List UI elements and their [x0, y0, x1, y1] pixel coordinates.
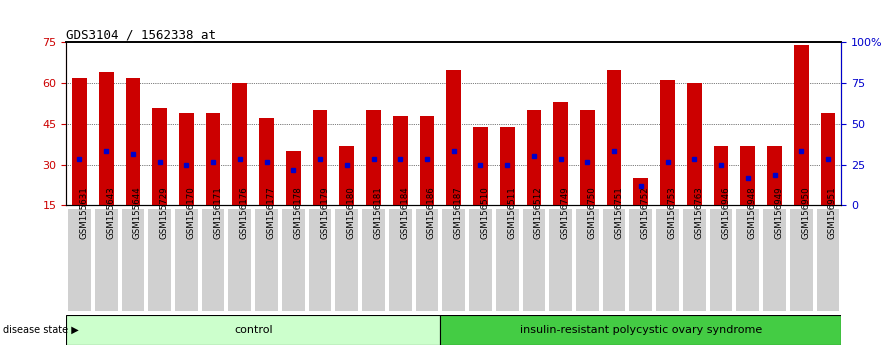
Bar: [740, 145, 755, 246]
Text: GSM156749: GSM156749: [560, 186, 570, 239]
FancyBboxPatch shape: [202, 209, 225, 311]
Text: GSM155729: GSM155729: [159, 186, 168, 239]
FancyBboxPatch shape: [469, 209, 492, 311]
Bar: [660, 80, 675, 246]
FancyBboxPatch shape: [790, 209, 812, 311]
Text: GSM156180: GSM156180: [347, 186, 356, 239]
Bar: [339, 145, 354, 246]
Bar: [152, 108, 167, 246]
FancyBboxPatch shape: [416, 209, 439, 311]
FancyBboxPatch shape: [496, 209, 519, 311]
Bar: [126, 78, 140, 246]
FancyBboxPatch shape: [68, 209, 91, 311]
FancyBboxPatch shape: [282, 209, 305, 311]
Text: GSM156752: GSM156752: [640, 186, 650, 239]
Bar: [72, 78, 87, 246]
FancyBboxPatch shape: [389, 209, 411, 311]
Bar: [66, 315, 440, 345]
Bar: [820, 113, 835, 246]
FancyBboxPatch shape: [763, 209, 786, 311]
FancyBboxPatch shape: [228, 209, 251, 311]
Text: GSM156763: GSM156763: [694, 186, 703, 239]
FancyBboxPatch shape: [148, 209, 171, 311]
FancyBboxPatch shape: [683, 209, 706, 311]
Bar: [206, 113, 220, 246]
Text: control: control: [233, 325, 272, 335]
FancyBboxPatch shape: [549, 209, 572, 311]
FancyBboxPatch shape: [630, 209, 652, 311]
Bar: [794, 45, 809, 246]
FancyBboxPatch shape: [737, 209, 759, 311]
Text: GSM156750: GSM156750: [588, 186, 596, 239]
Text: GSM156171: GSM156171: [213, 186, 222, 239]
Text: GSM156178: GSM156178: [293, 186, 302, 239]
Bar: [259, 119, 274, 246]
Bar: [580, 110, 595, 246]
FancyBboxPatch shape: [122, 209, 144, 311]
Text: GSM156948: GSM156948: [748, 186, 757, 239]
FancyBboxPatch shape: [95, 209, 117, 311]
Text: GSM156946: GSM156946: [721, 186, 730, 239]
Text: GSM156186: GSM156186: [427, 186, 436, 239]
Text: GSM156179: GSM156179: [320, 186, 329, 239]
Text: insulin-resistant polycystic ovary syndrome: insulin-resistant polycystic ovary syndr…: [520, 325, 762, 335]
Bar: [687, 83, 701, 246]
Text: GSM155644: GSM155644: [133, 186, 142, 239]
FancyBboxPatch shape: [710, 209, 732, 311]
FancyBboxPatch shape: [576, 209, 599, 311]
Text: GDS3104 / 1562338_at: GDS3104 / 1562338_at: [66, 28, 216, 41]
FancyBboxPatch shape: [656, 209, 679, 311]
Bar: [714, 145, 729, 246]
Bar: [527, 110, 541, 246]
Bar: [447, 70, 461, 246]
Bar: [500, 127, 515, 246]
Text: GSM156177: GSM156177: [267, 186, 276, 239]
Bar: [313, 110, 328, 246]
Text: GSM156951: GSM156951: [828, 186, 837, 239]
Bar: [233, 83, 248, 246]
Bar: [633, 178, 648, 246]
FancyBboxPatch shape: [336, 209, 359, 311]
Bar: [286, 151, 300, 246]
Bar: [767, 145, 781, 246]
Bar: [99, 72, 114, 246]
FancyBboxPatch shape: [522, 209, 545, 311]
Bar: [179, 113, 194, 246]
Text: GSM156510: GSM156510: [480, 186, 490, 239]
FancyBboxPatch shape: [175, 209, 197, 311]
Text: GSM156181: GSM156181: [374, 186, 382, 239]
Text: GSM156751: GSM156751: [614, 186, 623, 239]
FancyBboxPatch shape: [817, 209, 840, 311]
Text: GSM156187: GSM156187: [454, 186, 463, 239]
Bar: [607, 70, 621, 246]
Bar: [473, 127, 488, 246]
Text: GSM156753: GSM156753: [668, 186, 677, 239]
Text: GSM156512: GSM156512: [534, 186, 543, 239]
Text: disease state ▶: disease state ▶: [4, 325, 79, 335]
FancyBboxPatch shape: [308, 209, 331, 311]
FancyBboxPatch shape: [442, 209, 465, 311]
Text: GSM155631: GSM155631: [79, 186, 88, 239]
Text: GSM156170: GSM156170: [187, 186, 196, 239]
Bar: [366, 110, 381, 246]
Text: GSM156949: GSM156949: [774, 186, 783, 239]
Text: GSM156176: GSM156176: [240, 186, 248, 239]
Text: GSM156950: GSM156950: [801, 186, 811, 239]
FancyBboxPatch shape: [362, 209, 385, 311]
Bar: [440, 315, 841, 345]
Text: GSM156511: GSM156511: [507, 186, 516, 239]
FancyBboxPatch shape: [603, 209, 626, 311]
Bar: [553, 102, 568, 246]
Bar: [393, 116, 408, 246]
Text: GSM156184: GSM156184: [400, 186, 410, 239]
Bar: [419, 116, 434, 246]
Text: GSM155643: GSM155643: [107, 186, 115, 239]
FancyBboxPatch shape: [255, 209, 278, 311]
